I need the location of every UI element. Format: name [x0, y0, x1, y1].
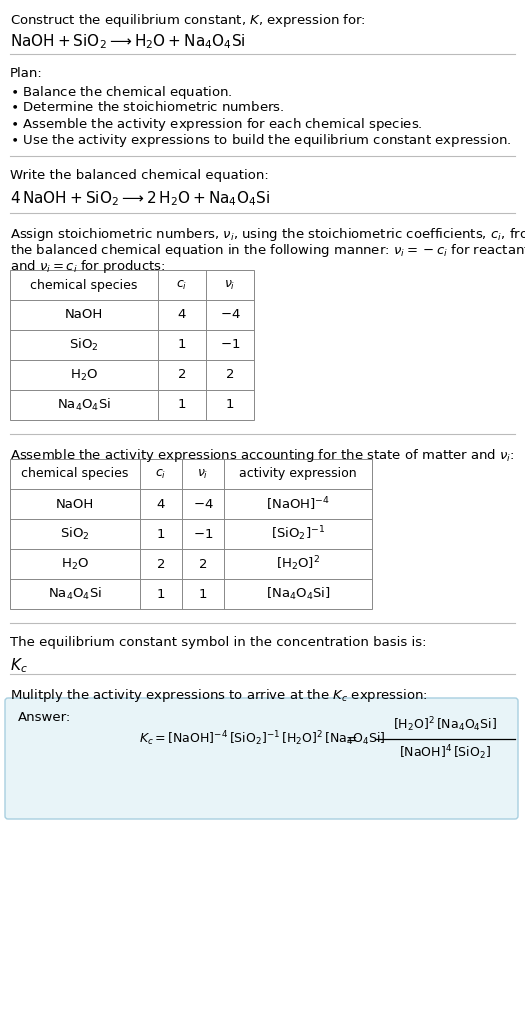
- Text: $[\mathrm{NaOH}]^4\,[\mathrm{SiO_2}]$: $[\mathrm{NaOH}]^4\,[\mathrm{SiO_2}]$: [399, 743, 491, 763]
- Text: 1: 1: [178, 338, 186, 351]
- Text: Write the balanced chemical equation:: Write the balanced chemical equation:: [10, 169, 269, 182]
- Text: NaOH: NaOH: [65, 308, 103, 321]
- Text: 1: 1: [157, 527, 165, 540]
- Text: $\mathrm{H_2O}$: $\mathrm{H_2O}$: [70, 368, 98, 383]
- Text: $[\mathrm{NaOH}]^{-4}$: $[\mathrm{NaOH}]^{-4}$: [266, 495, 330, 513]
- Text: $4\,\mathrm{NaOH + SiO_2 \longrightarrow 2\,H_2O + Na_4O_4Si}$: $4\,\mathrm{NaOH + SiO_2 \longrightarrow…: [10, 189, 270, 208]
- Text: $\mathrm{SiO_2}$: $\mathrm{SiO_2}$: [69, 337, 99, 354]
- Text: the balanced chemical equation in the following manner: $\nu_i = -c_i$ for react: the balanced chemical equation in the fo…: [10, 242, 525, 259]
- Text: 2: 2: [199, 558, 207, 571]
- Bar: [10, 270, 254, 420]
- Text: chemical species: chemical species: [22, 468, 129, 481]
- Text: The equilibrium constant symbol in the concentration basis is:: The equilibrium constant symbol in the c…: [10, 636, 426, 649]
- Text: activity expression: activity expression: [239, 468, 357, 481]
- Text: $c_i$: $c_i$: [176, 279, 187, 292]
- Text: Plan:: Plan:: [10, 67, 43, 80]
- Text: 2: 2: [226, 369, 234, 382]
- Text: $K_c = [\mathrm{NaOH}]^{-4}\,[\mathrm{SiO_2}]^{-1}\,[\mathrm{H_2O}]^{2}\,[\mathr: $K_c = [\mathrm{NaOH}]^{-4}\,[\mathrm{Si…: [139, 729, 385, 748]
- Text: $=$: $=$: [343, 732, 358, 746]
- Text: $\mathrm{Na_4O_4Si}$: $\mathrm{Na_4O_4Si}$: [57, 397, 111, 413]
- Text: $\mathrm{SiO_2}$: $\mathrm{SiO_2}$: [60, 526, 90, 542]
- Text: $-4$: $-4$: [193, 498, 213, 510]
- Text: 1: 1: [178, 399, 186, 411]
- Text: 1: 1: [199, 588, 207, 601]
- Text: 1: 1: [157, 588, 165, 601]
- Text: Construct the equilibrium constant, $K$, expression for:: Construct the equilibrium constant, $K$,…: [10, 12, 366, 29]
- Text: Assemble the activity expressions accounting for the state of matter and $\nu_i$: Assemble the activity expressions accoun…: [10, 447, 514, 464]
- Text: $\bullet$ Assemble the activity expression for each chemical species.: $\bullet$ Assemble the activity expressi…: [10, 116, 423, 133]
- Text: 2: 2: [157, 558, 165, 571]
- Text: $-4$: $-4$: [219, 308, 240, 321]
- Text: Mulitply the activity expressions to arrive at the $K_c$ expression:: Mulitply the activity expressions to arr…: [10, 687, 428, 704]
- Text: $\mathrm{NaOH + SiO_2 \longrightarrow H_2O + Na_4O_4Si}$: $\mathrm{NaOH + SiO_2 \longrightarrow H_…: [10, 32, 246, 50]
- Bar: [10, 459, 372, 609]
- Text: $[\mathrm{H_2O}]^2\,[\mathrm{Na_4O_4Si}]$: $[\mathrm{H_2O}]^2\,[\mathrm{Na_4O_4Si}]…: [393, 716, 497, 734]
- Text: NaOH: NaOH: [56, 498, 94, 510]
- Text: chemical species: chemical species: [30, 279, 138, 292]
- Text: $c_i$: $c_i$: [155, 468, 166, 481]
- Text: $\bullet$ Balance the chemical equation.: $\bullet$ Balance the chemical equation.: [10, 84, 233, 101]
- Text: $\bullet$ Determine the stoichiometric numbers.: $\bullet$ Determine the stoichiometric n…: [10, 100, 285, 114]
- Text: $\mathrm{H_2O}$: $\mathrm{H_2O}$: [61, 557, 89, 572]
- Text: $[\mathrm{H_2O}]^{2}$: $[\mathrm{H_2O}]^{2}$: [276, 554, 320, 574]
- Text: $-1$: $-1$: [220, 338, 240, 351]
- Text: $[\mathrm{SiO_2}]^{-1}$: $[\mathrm{SiO_2}]^{-1}$: [271, 524, 325, 543]
- Text: $[\mathrm{Na_4O_4Si}]$: $[\mathrm{Na_4O_4Si}]$: [266, 586, 330, 602]
- Text: and $\nu_i = c_i$ for products:: and $\nu_i = c_i$ for products:: [10, 258, 165, 275]
- Text: $K_c$: $K_c$: [10, 656, 28, 675]
- Text: $\bullet$ Use the activity expressions to build the equilibrium constant express: $\bullet$ Use the activity expressions t…: [10, 132, 511, 149]
- Text: 2: 2: [178, 369, 186, 382]
- Text: Assign stoichiometric numbers, $\nu_i$, using the stoichiometric coefficients, $: Assign stoichiometric numbers, $\nu_i$, …: [10, 226, 525, 243]
- Text: Answer:: Answer:: [18, 711, 71, 724]
- Text: 4: 4: [178, 308, 186, 321]
- Text: $\nu_i$: $\nu_i$: [197, 468, 208, 481]
- Text: $\mathrm{Na_4O_4Si}$: $\mathrm{Na_4O_4Si}$: [48, 586, 102, 602]
- Text: 1: 1: [226, 399, 234, 411]
- Text: $-1$: $-1$: [193, 527, 213, 540]
- Text: 4: 4: [157, 498, 165, 510]
- FancyBboxPatch shape: [5, 698, 518, 819]
- Text: $\nu_i$: $\nu_i$: [224, 279, 236, 292]
